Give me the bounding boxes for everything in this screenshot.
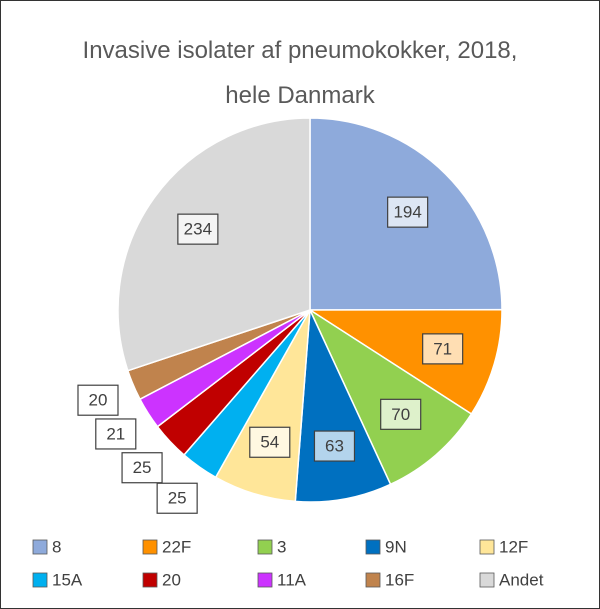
- legend-swatch: [365, 572, 381, 588]
- legend-swatch: [142, 572, 158, 588]
- legend-label: 8: [52, 537, 61, 556]
- legend-label: 20: [162, 570, 181, 589]
- legend-swatch: [257, 572, 273, 588]
- legend-swatch: [32, 539, 48, 555]
- data-label-box: [77, 384, 119, 416]
- data-label-box: [95, 418, 137, 450]
- data-label: 25: [168, 489, 187, 508]
- chart-title: Invasive isolater af pneumokokker, 2018,…: [82, 37, 518, 109]
- data-label: 25: [133, 458, 152, 477]
- data-label-box: [387, 196, 429, 228]
- pie-slice: [308, 307, 473, 486]
- data-label-box: [249, 426, 291, 458]
- legend-label: 15A: [52, 570, 83, 589]
- data-label-box: [380, 398, 422, 430]
- legend-swatch: [32, 572, 48, 588]
- data-label-box: [422, 333, 464, 365]
- data-label: 234: [184, 220, 212, 239]
- data-label: 63: [325, 437, 344, 456]
- data-label: 54: [260, 433, 279, 452]
- legend-label: 11A: [277, 570, 307, 589]
- data-label-box: [121, 452, 163, 484]
- legend-label: Andet: [499, 570, 544, 589]
- data-label: 71: [433, 339, 452, 358]
- data-label-box: [313, 430, 356, 462]
- data-label: 70: [391, 405, 410, 424]
- legend-label: 16F: [385, 570, 414, 589]
- data-label: 21: [106, 424, 125, 443]
- data-label: 20: [89, 391, 108, 410]
- legend-swatch: [142, 539, 158, 555]
- legend-label: 3: [277, 537, 286, 556]
- data-label: 194: [393, 203, 421, 222]
- legend-swatch: [365, 539, 381, 555]
- legend-label: 22F: [162, 537, 191, 556]
- legend-label: 12F: [499, 537, 528, 556]
- legend-swatch: [479, 539, 495, 555]
- data-label-box: [156, 482, 198, 514]
- legend-swatch: [257, 539, 273, 555]
- data-label-box: [177, 213, 219, 245]
- legend-label: 9N: [385, 537, 407, 556]
- legend-swatch: [479, 572, 495, 588]
